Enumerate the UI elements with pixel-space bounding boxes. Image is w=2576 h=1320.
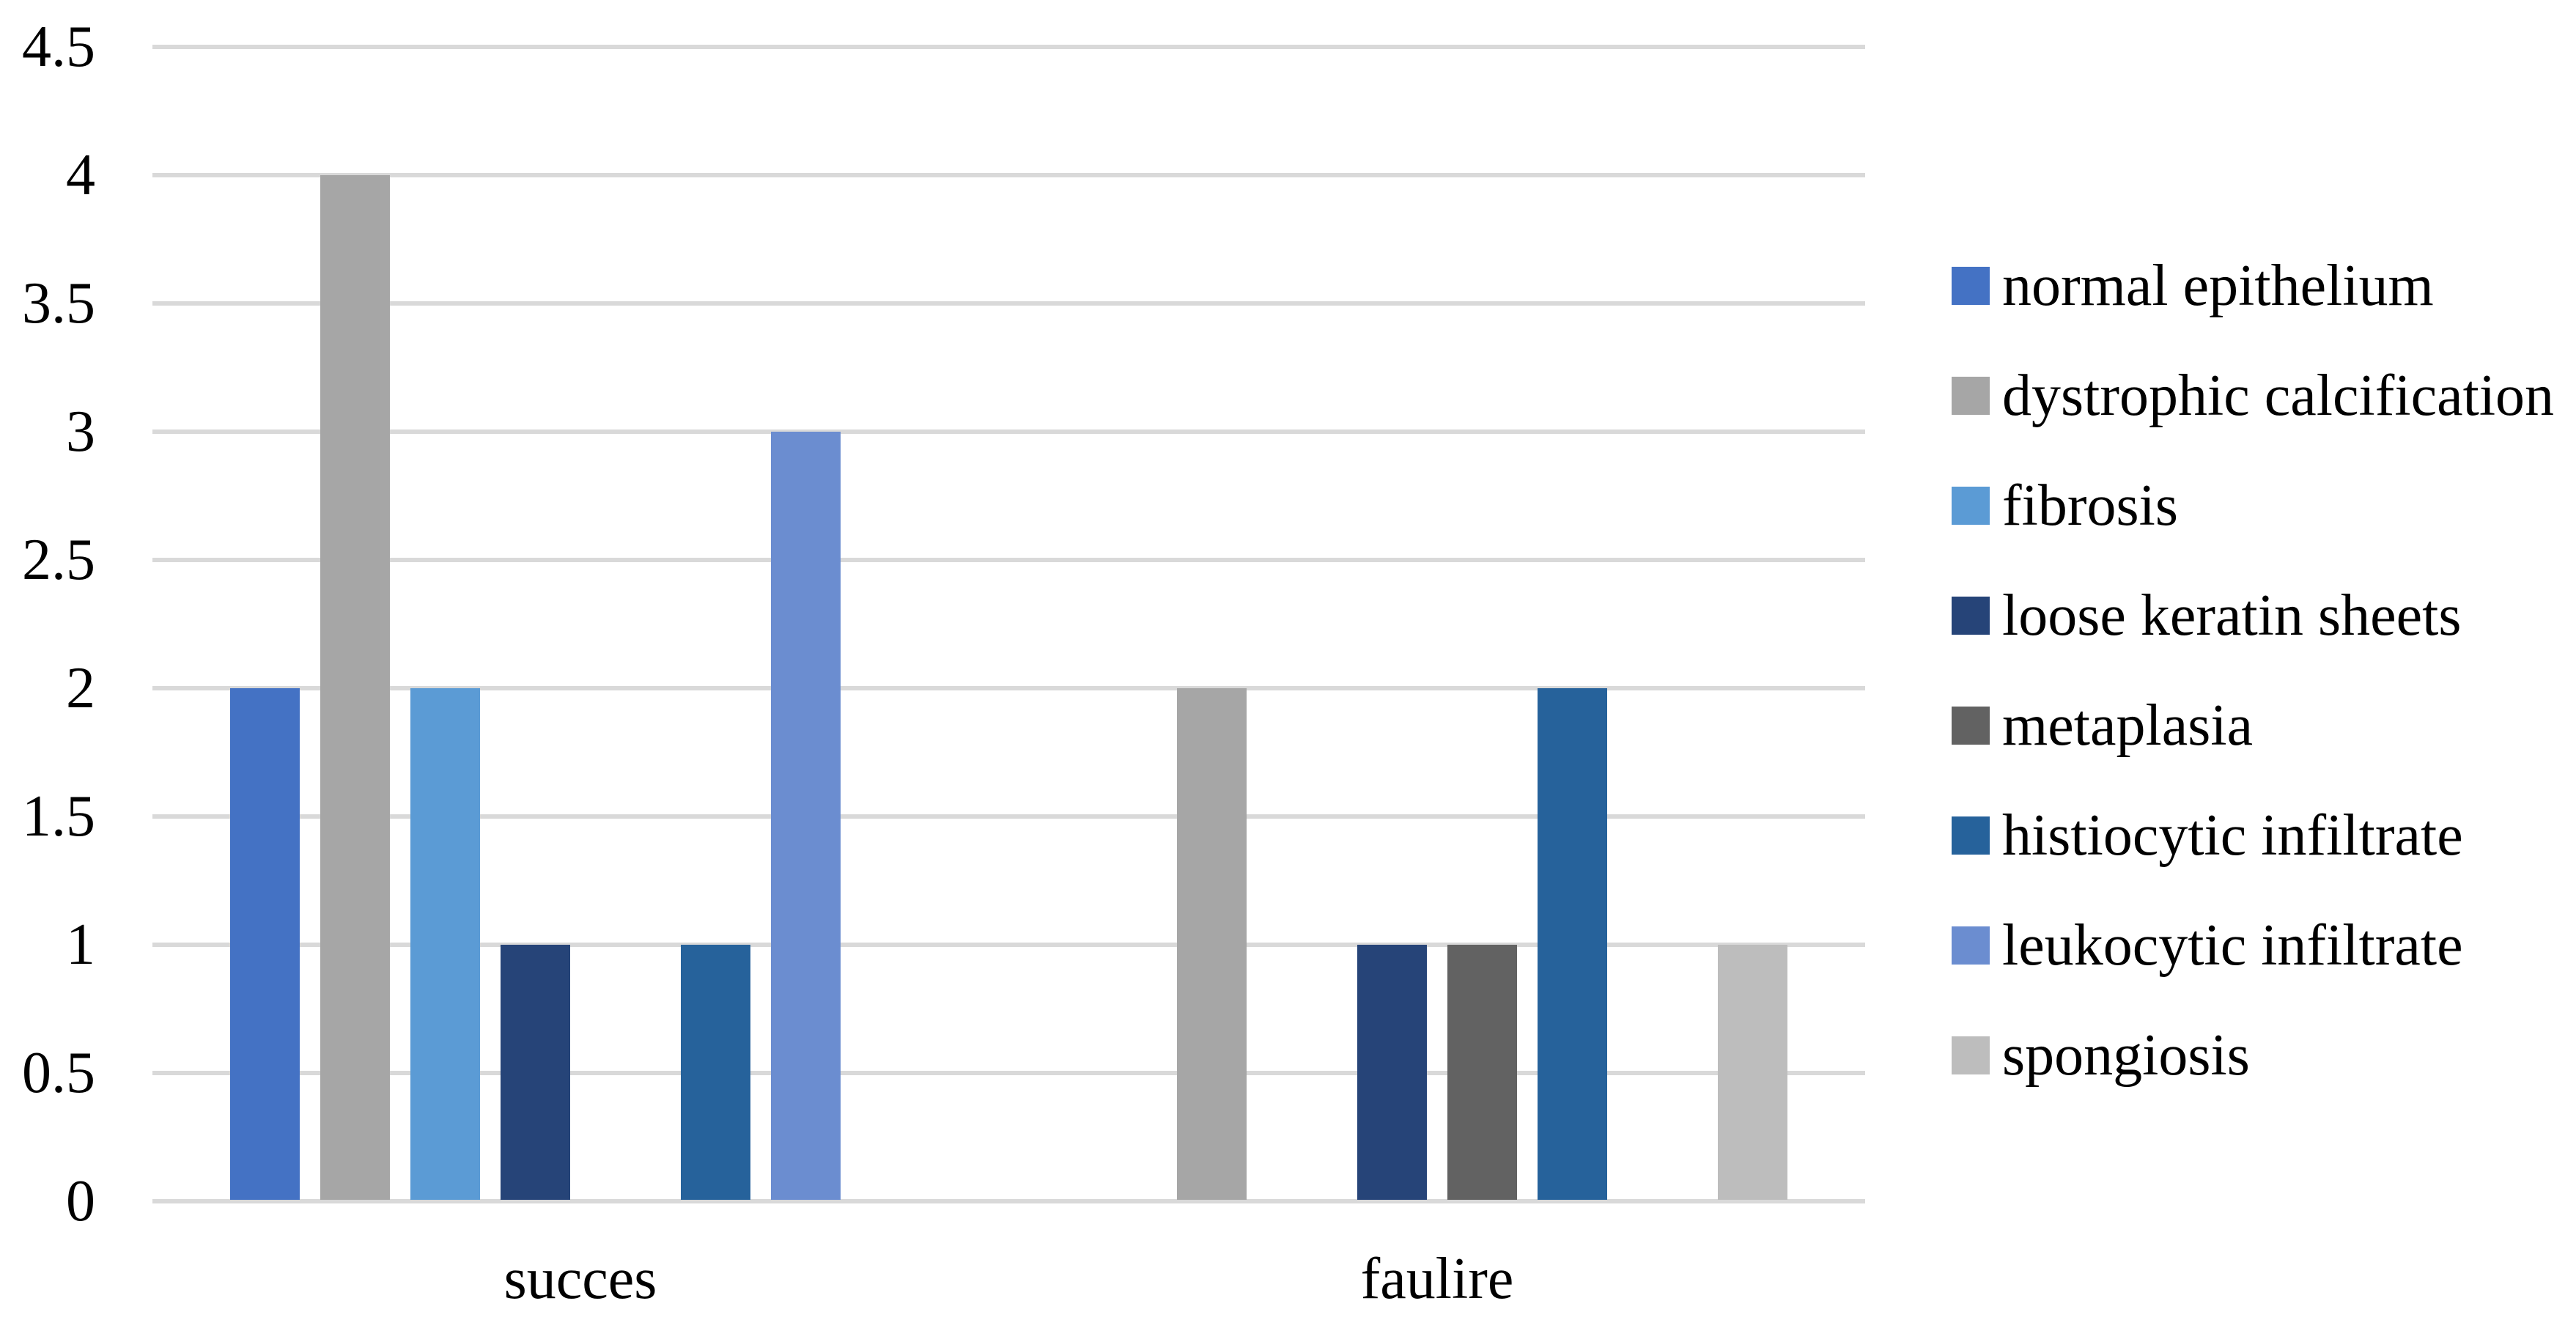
y-gridline-3 [152, 429, 1865, 434]
legend-label-histiocytic-infiltrate: histiocytic infiltrate [2002, 803, 2463, 868]
y-axis-label-1.5: 1.5 [22, 784, 95, 849]
y-axis-label-0: 0 [66, 1169, 95, 1234]
y-axis-label-2: 2 [66, 656, 95, 720]
legend-label-loose-keratin-sheets: loose keratin sheets [2002, 583, 2462, 648]
legend-label-fibrosis: fibrosis [2002, 473, 2178, 538]
bar-metaplasia-faulire [1447, 945, 1517, 1200]
y-gridline-2 [152, 686, 1865, 690]
bar-dystrophic-calcification-succes [320, 175, 390, 1200]
legend-label-leukocytic-infiltrate: leukocytic infiltrate [2002, 913, 2463, 978]
x-axis-label-faulire: faulire [1360, 1247, 1514, 1311]
legend-swatch-leukocytic-infiltrate [1952, 926, 1990, 965]
legend-swatch-histiocytic-infiltrate [1952, 816, 1990, 855]
bar-loose-keratin-sheets-succes [501, 945, 570, 1200]
legend-label-normal-epithelium: normal epithelium [2002, 254, 2434, 318]
legend-swatch-normal-epithelium [1952, 267, 1990, 305]
y-gridline-0.5 [152, 1071, 1865, 1075]
y-gridline-0 [152, 1199, 1865, 1203]
y-gridline-1 [152, 943, 1865, 947]
legend-label-spongiosis: spongiosis [2002, 1023, 2250, 1088]
bar-leukocytic-infiltrate-succes [771, 432, 841, 1200]
bar-dystrophic-calcification-faulire [1177, 688, 1247, 1200]
y-gridline-4.5 [152, 45, 1865, 49]
x-axis-label-succes: succes [503, 1247, 657, 1311]
y-axis-label-4: 4 [66, 143, 95, 207]
y-gridline-3.5 [152, 301, 1865, 306]
legend-label-metaplasia: metaplasia [2002, 693, 2254, 758]
y-axis-label-2.5: 2.5 [22, 528, 95, 592]
legend-swatch-fibrosis [1952, 487, 1990, 525]
legend-label-dystrophic-calcification: dystrophic calcification [2002, 364, 2555, 428]
y-axis-label-1: 1 [66, 912, 95, 977]
bar-fibrosis-succes [410, 688, 480, 1200]
y-gridline-2.5 [152, 558, 1865, 562]
y-axis-label-3: 3 [66, 399, 95, 464]
bar-histiocytic-infiltrate-faulire [1538, 688, 1607, 1200]
bar-spongiosis-faulire [1718, 945, 1787, 1200]
bar-histiocytic-infiltrate-succes [681, 945, 750, 1200]
bar-normal-epithelium-succes [230, 688, 300, 1200]
y-gridline-4 [152, 173, 1865, 177]
y-axis-label-4.5: 4.5 [22, 15, 95, 79]
legend-swatch-spongiosis [1952, 1036, 1990, 1074]
legend-swatch-dystrophic-calcification [1952, 377, 1990, 415]
legend-swatch-metaplasia [1952, 707, 1990, 745]
y-gridline-1.5 [152, 814, 1865, 819]
legend-swatch-loose-keratin-sheets [1952, 597, 1990, 635]
y-axis-label-0.5: 0.5 [22, 1041, 95, 1105]
bar-loose-keratin-sheets-faulire [1357, 945, 1427, 1200]
y-axis-label-3.5: 3.5 [22, 271, 95, 336]
